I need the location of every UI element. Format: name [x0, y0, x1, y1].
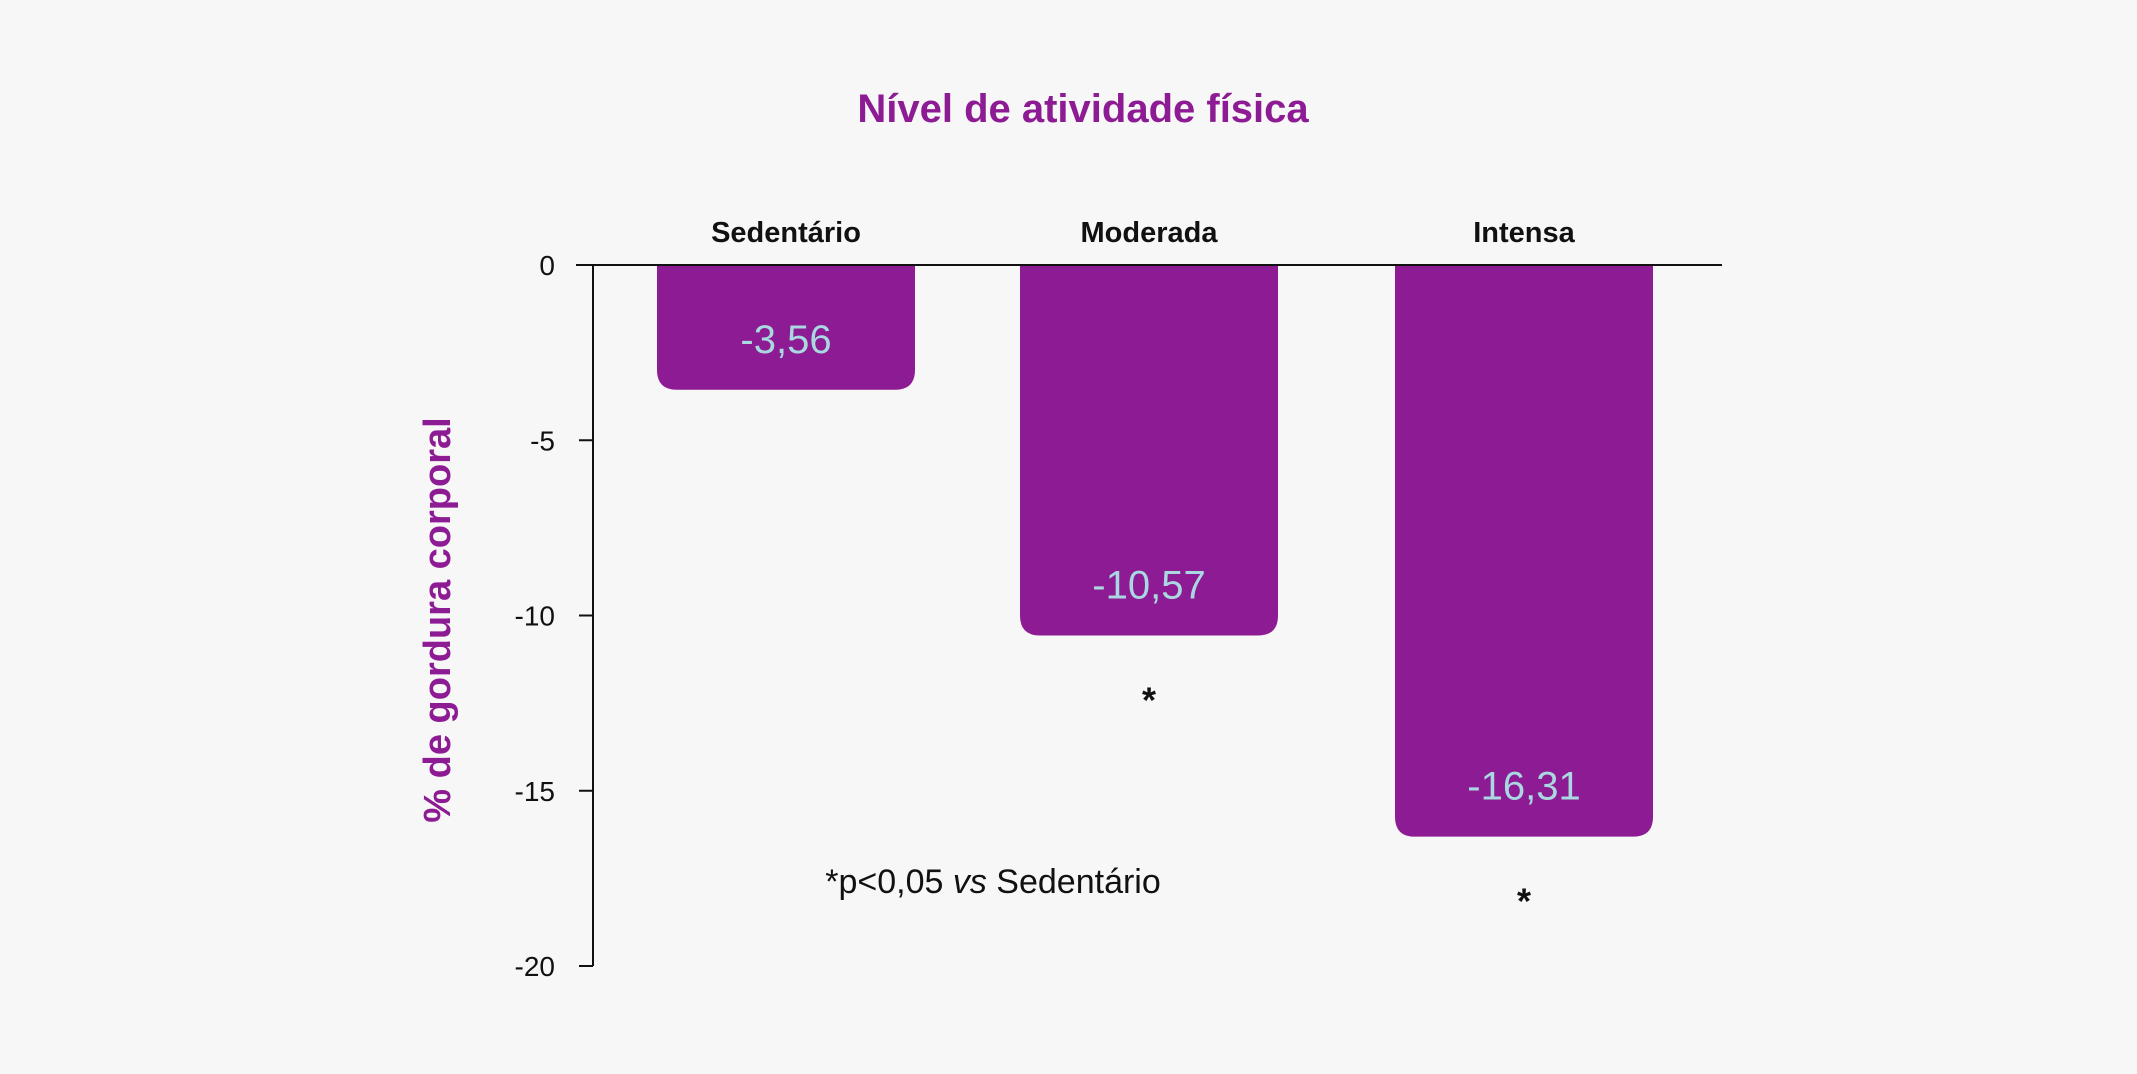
bar-sedentario: [657, 265, 915, 390]
bar-value-label: -16,31: [1467, 765, 1580, 809]
plot-area: 0 -5 -10 -15 -20 -3,56 Sedentário -10,57 * Modera…: [515, 217, 1722, 982]
significance-marker: *: [1142, 679, 1156, 720]
chart-title: Nível de atividade física: [857, 87, 1309, 131]
bar-moderada: [1020, 265, 1278, 636]
bar-intensa: [1395, 265, 1653, 837]
footnote-vs: vs: [953, 863, 987, 901]
category-label: Intensa: [1473, 217, 1575, 249]
bar-value-label: -10,57: [1092, 563, 1205, 607]
footnote-suffix: Sedentário: [987, 863, 1161, 901]
category-label: Sedentário: [711, 217, 861, 249]
y-tick-label: -10: [515, 601, 555, 632]
y-tick-label: -15: [515, 776, 555, 807]
bar-value-label: -3,56: [740, 318, 831, 362]
y-axis-label: % de gordura corporal: [417, 417, 459, 822]
y-tick-label: -20: [515, 951, 555, 982]
significance-footnote: *p<0,05 vs Sedentário: [825, 863, 1161, 901]
significance-marker: *: [1517, 881, 1531, 922]
category-label: Moderada: [1081, 217, 1219, 249]
footnote-prefix: *p<0,05: [825, 863, 953, 901]
y-tick-label: -5: [530, 425, 555, 456]
y-tick-label: 0: [539, 250, 555, 281]
